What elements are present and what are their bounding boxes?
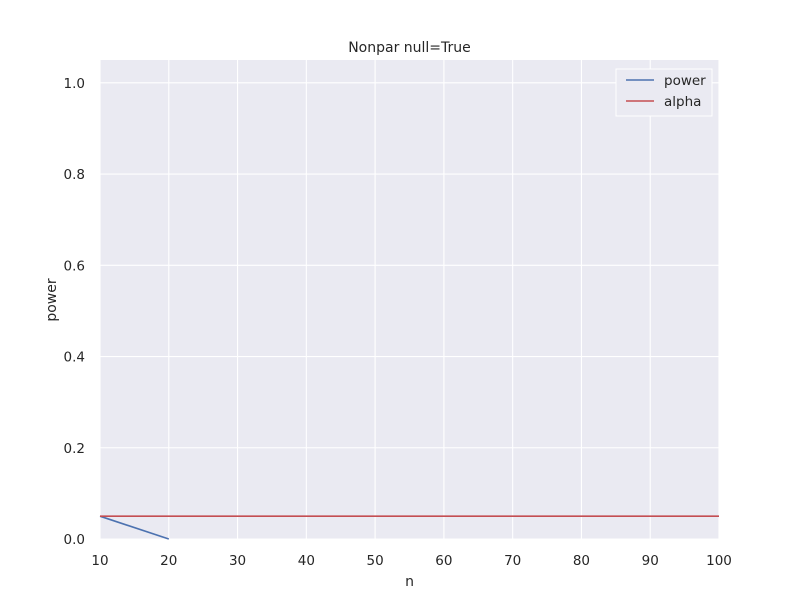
y-tick-label: 0.0 [64, 532, 85, 548]
y-tick-labels: 0.0 0.2 0.4 0.6 0.8 1.0 [64, 76, 85, 548]
series-line-power [99, 515, 170, 540]
x-tick-labels: 10 20 30 40 50 60 70 80 90 100 [91, 553, 731, 569]
plot-area [100, 60, 719, 539]
x-axis-label: n [405, 574, 414, 590]
x-tick-label: 90 [642, 553, 659, 569]
x-tick-label: 10 [91, 553, 108, 569]
legend-label-power: power [664, 73, 706, 89]
legend: power alpha [615, 68, 713, 117]
y-tick-label: 0.2 [64, 441, 85, 457]
x-tick-label: 70 [504, 553, 521, 569]
y-axis-label: power [44, 278, 60, 322]
x-tick-label: 20 [160, 553, 177, 569]
x-tick-label: 80 [573, 553, 590, 569]
series-layer [99, 515, 719, 540]
x-tick-label: 30 [229, 553, 246, 569]
legend-label-alpha: alpha [664, 94, 701, 110]
x-tick-label: 50 [367, 553, 384, 569]
y-tick-label: 0.8 [64, 167, 85, 183]
y-tick-label: 1.0 [64, 76, 85, 92]
x-tick-label: 60 [435, 553, 452, 569]
y-tick-label: 0.6 [64, 258, 85, 274]
grid-lines [99, 60, 720, 540]
x-tick-label: 40 [298, 553, 315, 569]
legend-box [615, 68, 713, 117]
chart-title: Nonpar null=True [348, 40, 471, 56]
x-tick-label: 100 [706, 553, 732, 569]
y-tick-label: 0.4 [64, 350, 85, 366]
